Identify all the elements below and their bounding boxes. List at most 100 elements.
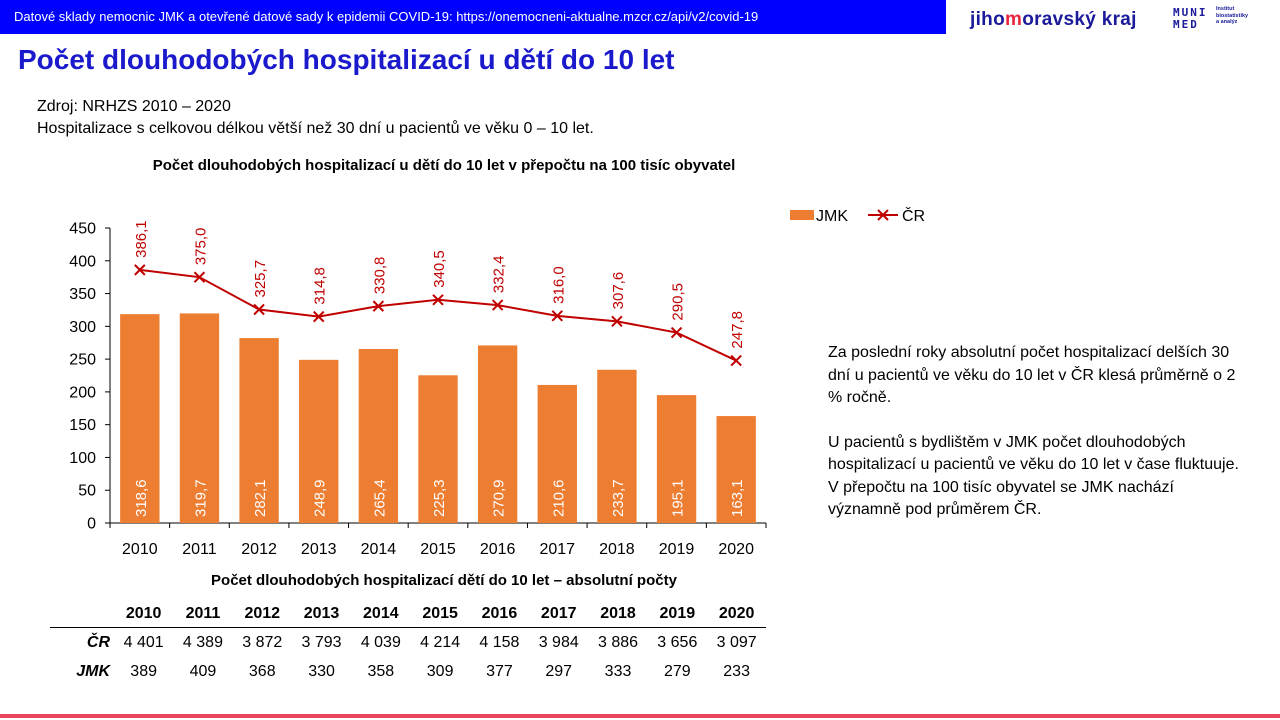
jmk-logo: jihomoravský kraj (970, 9, 1137, 31)
point-cr (253, 303, 265, 316)
point-cr (491, 299, 504, 311)
y-tick-label: 200 (69, 384, 96, 401)
bar-jmk (537, 384, 577, 523)
point-cr (313, 310, 325, 323)
x-tick-label: 2017 (539, 541, 575, 558)
institute-line2: biostatistiky (1216, 12, 1249, 19)
table-cell: 3 984 (538, 633, 579, 651)
table-cell: 3 886 (598, 633, 639, 651)
row-label: JMK (76, 662, 110, 680)
institute-line3: a analýz (1216, 19, 1238, 25)
table-cell: 389 (130, 662, 157, 680)
side-commentary: Za poslední roky absolutní počet hospita… (828, 342, 1248, 544)
table-title: Počet dlouhodobých hospitalizací dětí do… (211, 572, 677, 589)
line-value-label: 314,8 (312, 267, 329, 305)
bar-jmk (358, 349, 399, 523)
table-cell: 233 (723, 662, 750, 680)
table-cell: 368 (248, 662, 276, 680)
table-cell: 358 (367, 662, 395, 680)
year-header: 2012 (232, 601, 292, 628)
legend-label-cr: ČR (902, 206, 925, 225)
table-cell: 279 (663, 662, 691, 680)
muni-logo-line2: MED (1173, 18, 1199, 31)
table-cell: 309 (426, 662, 454, 680)
table-cell: 4 214 (420, 633, 461, 651)
y-tick-label: 300 (69, 319, 96, 336)
chart-title: Počet dlouhodobých hospitalizací u dětí … (152, 157, 736, 174)
bar-jmk (597, 369, 637, 523)
x-tick-label: 2012 (241, 541, 277, 558)
year-header: 2019 (647, 601, 707, 628)
table-cell: 3 793 (301, 633, 342, 651)
y-tick-label: 400 (69, 253, 96, 270)
y-tick-label: 100 (69, 450, 96, 467)
bar-value-label: 233,7 (610, 479, 627, 517)
year-header: 2011 (173, 601, 233, 628)
point-cr (193, 271, 206, 283)
table-row-jmk: JMK 389 409 368 330 358 309 377 297 333 … (50, 657, 766, 686)
institute-line1: Institut (1216, 6, 1235, 12)
muni-logo-line1: MUNI (1173, 6, 1208, 19)
legend-swatch-jmk (790, 210, 814, 220)
table-cell: 3 097 (716, 633, 757, 651)
y-tick-label: 450 (69, 221, 96, 238)
y-tick-label: 0 (87, 516, 96, 533)
x-tick-label: 2020 (718, 541, 754, 558)
year-header: 2020 (706, 601, 767, 628)
side-paragraph-2: U pacientů s bydlištěm v JMK počet dlouh… (828, 433, 1239, 519)
jmk-logo-part3: oravský kraj (1022, 9, 1137, 30)
x-tick-label: 2015 (420, 541, 456, 558)
point-cr (730, 354, 742, 367)
table-cell: 330 (308, 662, 335, 680)
bar-value-label: 210,6 (550, 479, 567, 517)
banner-text: Datové sklady nemocnic JMK a otevřené da… (14, 9, 759, 24)
table-cell: 297 (545, 662, 573, 680)
line-value-label: 332,4 (491, 256, 508, 294)
year-header: 2013 (291, 601, 352, 628)
combo-chart: 0 50 100 150 200 250 300 350 400 450 2010 2011 2012 2… (69, 206, 925, 558)
bar-jmk (120, 314, 160, 523)
bar-value-label: 163,1 (729, 479, 746, 517)
source-line: Zdroj: NRHZS 2010 – 2020 (37, 98, 231, 115)
bar-jmk (299, 359, 339, 523)
x-tick-label: 2014 (361, 541, 397, 558)
year-header: 2018 (588, 601, 648, 628)
table-corner (50, 601, 114, 628)
y-tick-label: 50 (78, 483, 96, 500)
table-cell: 377 (486, 662, 513, 680)
row-label: ČR (86, 633, 110, 651)
point-cr (670, 326, 683, 339)
bar-value-label: 225,3 (431, 479, 448, 517)
bottom-accent-line (0, 714, 1280, 718)
bar-jmk (716, 416, 756, 523)
table-cell: 333 (604, 662, 632, 680)
year-header: 2010 (114, 601, 174, 628)
point-cr (611, 315, 623, 328)
bar-value-label: 248,9 (312, 479, 329, 517)
x-tick-label: 2010 (122, 541, 158, 558)
point-cr (551, 310, 563, 322)
line-value-label: 247,8 (729, 311, 746, 349)
table-row-cr: ČR 4 401 4 389 3 872 3 793 4 039 4 214 4… (50, 628, 766, 658)
bar-value-label: 282,1 (252, 479, 269, 517)
bar-value-label: 265,4 (371, 479, 388, 517)
table-header-row: 2010 2011 2012 2013 2014 2015 2016 2017 … (50, 601, 767, 628)
note-line: Hospitalizace s celkovou délkou větší ne… (37, 120, 594, 137)
bar-value-label: 318,6 (133, 479, 150, 517)
bar-jmk (418, 375, 458, 523)
absolute-counts-table: 2010 2011 2012 2013 2014 2015 2016 2017 … (50, 601, 767, 686)
table-cell: 4 401 (123, 633, 164, 651)
line-value-label: 386,1 (133, 220, 150, 258)
side-paragraph-1: Za poslední roky absolutní počet hospita… (828, 344, 1236, 406)
table-cell: 4 389 (182, 633, 223, 651)
year-header: 2016 (469, 601, 530, 628)
point-cr (134, 264, 146, 276)
year-header: 2014 (351, 601, 411, 628)
institute-logo-text: Institut biostatistiky a analýz (1216, 6, 1248, 26)
x-tick-label: 2018 (599, 541, 635, 558)
bar-jmk (656, 395, 697, 523)
y-tick-label: 350 (69, 286, 96, 303)
x-tick-label: 2011 (182, 541, 217, 558)
table-cell: 409 (189, 662, 217, 680)
y-tick-label: 250 (69, 352, 96, 369)
